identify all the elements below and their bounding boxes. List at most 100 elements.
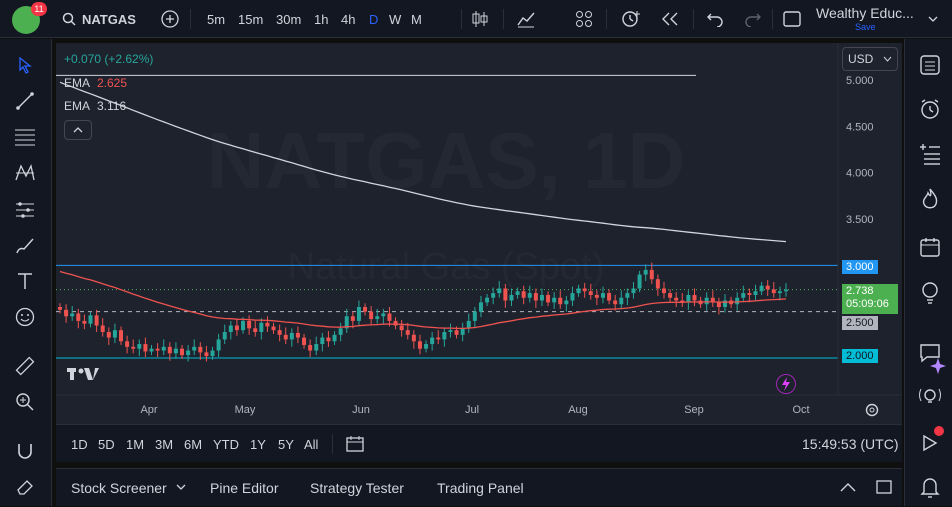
- indicators-icon[interactable]: [516, 9, 536, 29]
- candle-body: [411, 334, 416, 342]
- price-axis-tick: 4.500: [846, 121, 874, 133]
- settings-icon[interactable]: [864, 402, 880, 418]
- range-3m[interactable]: 3M: [155, 436, 174, 452]
- candle-body: [576, 288, 581, 294]
- range-6m[interactable]: 6M: [184, 436, 203, 452]
- timeframe-1w[interactable]: W: [389, 11, 402, 27]
- candle-body: [625, 293, 630, 298]
- chart-pane[interactable]: NATGAS, 1D Natural Gas (Spot) 5.000 4.500…: [56, 43, 902, 424]
- candle-body: [356, 307, 361, 321]
- currency-select[interactable]: USD: [842, 47, 898, 71]
- templates-icon[interactable]: [575, 10, 593, 28]
- hotlist-flame-icon[interactable]: [920, 187, 940, 211]
- timeframe-1m[interactable]: M: [411, 11, 422, 27]
- candle-body: [344, 316, 349, 329]
- timeframe-5m[interactable]: 5m: [207, 11, 226, 27]
- projection-icon[interactable]: [14, 199, 36, 221]
- notifications-bell-icon[interactable]: [920, 476, 940, 498]
- search-icon[interactable]: [62, 12, 76, 26]
- symbol-search[interactable]: NATGAS: [82, 11, 136, 27]
- timeframe-30m[interactable]: 30m: [276, 11, 302, 27]
- redo-icon[interactable]: [744, 11, 762, 27]
- calendar-icon[interactable]: [919, 236, 941, 258]
- range-5y[interactable]: 5Y: [278, 436, 294, 452]
- candle-body: [735, 297, 740, 305]
- tab-trading-panel[interactable]: Trading Panel: [437, 480, 524, 496]
- zoom-in-icon[interactable]: [15, 392, 35, 412]
- layout-save-label[interactable]: Save: [855, 22, 876, 32]
- chevron-down-icon[interactable]: [176, 483, 186, 491]
- tab-strategy-tester[interactable]: Strategy Tester: [310, 480, 404, 496]
- layout-name[interactable]: Wealthy Educ...: [816, 5, 914, 21]
- candles-icon[interactable]: [470, 9, 490, 29]
- legend-ema2-label[interactable]: EMA: [64, 99, 91, 113]
- lightning-icon[interactable]: [776, 374, 796, 394]
- signals-icon[interactable]: [917, 385, 943, 409]
- candle-body: [204, 352, 209, 357]
- range-ytd[interactable]: YTD: [213, 436, 239, 452]
- fib-lines-icon[interactable]: [14, 127, 36, 147]
- candle-body: [253, 328, 258, 333]
- timeframe-4h[interactable]: 4h: [341, 11, 356, 27]
- emoji-icon[interactable]: [15, 307, 35, 327]
- compare-add-icon[interactable]: [161, 10, 179, 28]
- candle-body: [222, 332, 227, 340]
- play-icon[interactable]: [920, 433, 940, 453]
- legend-ema1-label[interactable]: EMA: [64, 76, 91, 90]
- layout-icon[interactable]: [782, 9, 802, 29]
- object-tree-icon[interactable]: [918, 143, 942, 165]
- timeframe-1d[interactable]: D: [369, 11, 379, 27]
- right-sidebar: [904, 39, 952, 506]
- timeframe-1h[interactable]: 1h: [314, 11, 329, 27]
- tab-pine-editor[interactable]: Pine Editor: [210, 480, 279, 496]
- ideas-lightbulb-icon[interactable]: [920, 281, 940, 305]
- candle-body: [259, 322, 264, 333]
- range-1m[interactable]: 1M: [126, 436, 145, 452]
- candle-body: [283, 334, 288, 340]
- range-all[interactable]: All: [304, 436, 319, 452]
- candle-body: [112, 330, 117, 338]
- candle-body: [247, 320, 252, 329]
- candle-body: [716, 302, 721, 307]
- ruler-icon[interactable]: [14, 355, 36, 377]
- candle-body: [478, 302, 483, 312]
- magnet-icon[interactable]: [15, 441, 35, 461]
- chat-icon[interactable]: [919, 343, 941, 363]
- candle-body: [631, 288, 636, 294]
- pattern-icon[interactable]: [14, 162, 36, 184]
- goto-date-icon[interactable]: [345, 435, 365, 453]
- timeframe-15m[interactable]: 15m: [238, 11, 264, 27]
- range-1d[interactable]: 1D: [71, 436, 88, 452]
- legend-collapse-button[interactable]: [64, 120, 92, 140]
- price-chart[interactable]: NATGAS, 1D Natural Gas (Spot) 5.000 4.500…: [56, 43, 902, 424]
- range-1y[interactable]: 1Y: [250, 436, 266, 452]
- candle-body: [332, 334, 337, 342]
- watchlist-icon[interactable]: [919, 54, 941, 76]
- cursor-icon[interactable]: [16, 56, 34, 74]
- maximize-icon[interactable]: [875, 479, 893, 495]
- tab-stock-screener[interactable]: Stock Screener: [71, 480, 167, 496]
- candle-body: [619, 297, 624, 305]
- trend-line-icon[interactable]: [15, 91, 35, 111]
- replay-icon[interactable]: [660, 11, 680, 27]
- candle-body: [210, 350, 215, 357]
- alert-icon[interactable]: [620, 8, 642, 30]
- candle-body: [485, 297, 490, 303]
- brush-icon[interactable]: [14, 235, 36, 257]
- candle-body: [399, 325, 404, 331]
- chevron-down-icon[interactable]: [928, 14, 938, 24]
- time-axis-tick: Oct: [792, 404, 809, 416]
- candle-body: [308, 344, 313, 351]
- alarm-clock-icon[interactable]: [919, 98, 941, 120]
- candle-body: [436, 337, 441, 340]
- tv-logo-icon: [67, 368, 99, 380]
- range-5d[interactable]: 5D: [98, 436, 115, 452]
- undo-icon[interactable]: [706, 11, 724, 27]
- chevron-up-icon[interactable]: [839, 481, 857, 493]
- candle-body: [765, 285, 770, 290]
- time-axis-tick: Sep: [684, 404, 704, 416]
- clock-timezone[interactable]: 15:49:53 (UTC): [802, 436, 899, 452]
- eraser-icon[interactable]: [15, 476, 35, 496]
- price-label-current: 2.738 05:09:06: [842, 284, 898, 314]
- text-icon[interactable]: [16, 271, 34, 291]
